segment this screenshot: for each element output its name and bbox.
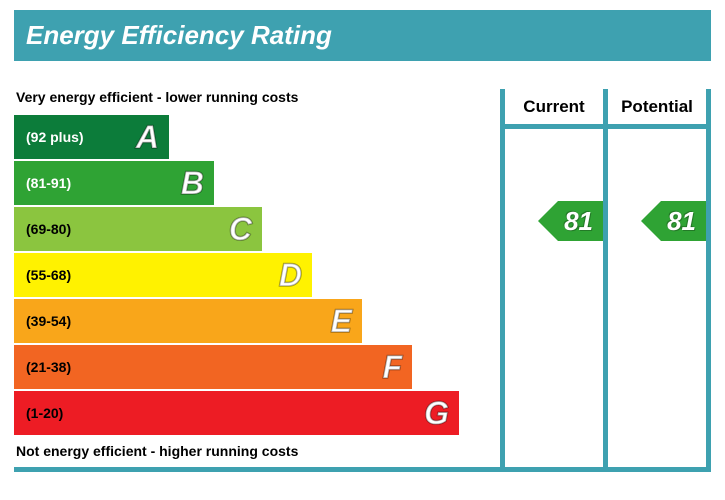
band-range: (1-20) bbox=[26, 405, 63, 421]
potential-header: Potential bbox=[608, 89, 706, 129]
band-letter: C bbox=[229, 211, 252, 248]
caption-bottom: Not energy efficient - higher running co… bbox=[14, 437, 490, 467]
band-range: (39-54) bbox=[26, 313, 71, 329]
current-column: Current 81 bbox=[500, 89, 608, 467]
value-columns: Current 81 Potential 81 bbox=[500, 89, 711, 467]
band-letter: A bbox=[136, 119, 159, 156]
band-g: (1-20) G bbox=[14, 391, 459, 435]
band-letter: G bbox=[424, 395, 449, 432]
band-letter: B bbox=[181, 165, 204, 202]
band-range: (21-38) bbox=[26, 359, 71, 375]
band-c: (69-80) C bbox=[14, 207, 262, 251]
arrow-tip-icon bbox=[538, 201, 558, 241]
chart-title: Energy Efficiency Rating bbox=[14, 10, 711, 61]
bands-column: Very energy efficient - lower running co… bbox=[14, 89, 490, 467]
band-b: (81-91) B bbox=[14, 161, 214, 205]
potential-arrow: 81 bbox=[641, 201, 706, 241]
chart-body: Very energy efficient - lower running co… bbox=[14, 89, 711, 472]
band-a: (92 plus) A bbox=[14, 115, 169, 159]
current-header: Current bbox=[505, 89, 603, 129]
potential-column: Potential 81 bbox=[603, 89, 711, 467]
band-d: (55-68) D bbox=[14, 253, 312, 297]
epc-chart: Energy Efficiency Rating Very energy eff… bbox=[0, 0, 725, 500]
band-f: (21-38) F bbox=[14, 345, 412, 389]
band-range: (92 plus) bbox=[26, 129, 84, 145]
band-e: (39-54) E bbox=[14, 299, 362, 343]
band-range: (55-68) bbox=[26, 267, 71, 283]
band-range: (81-91) bbox=[26, 175, 71, 191]
current-arrow: 81 bbox=[538, 201, 603, 241]
band-range: (69-80) bbox=[26, 221, 71, 237]
potential-value: 81 bbox=[661, 201, 706, 241]
band-letter: F bbox=[382, 349, 402, 386]
current-value: 81 bbox=[558, 201, 603, 241]
caption-top: Very energy efficient - lower running co… bbox=[14, 89, 490, 115]
band-letter: D bbox=[279, 257, 302, 294]
band-letter: E bbox=[331, 303, 352, 340]
arrow-tip-icon bbox=[641, 201, 661, 241]
bands-host: (92 plus) A (81-91) B (69-80) C (55-68) D (39-54… bbox=[14, 115, 490, 435]
